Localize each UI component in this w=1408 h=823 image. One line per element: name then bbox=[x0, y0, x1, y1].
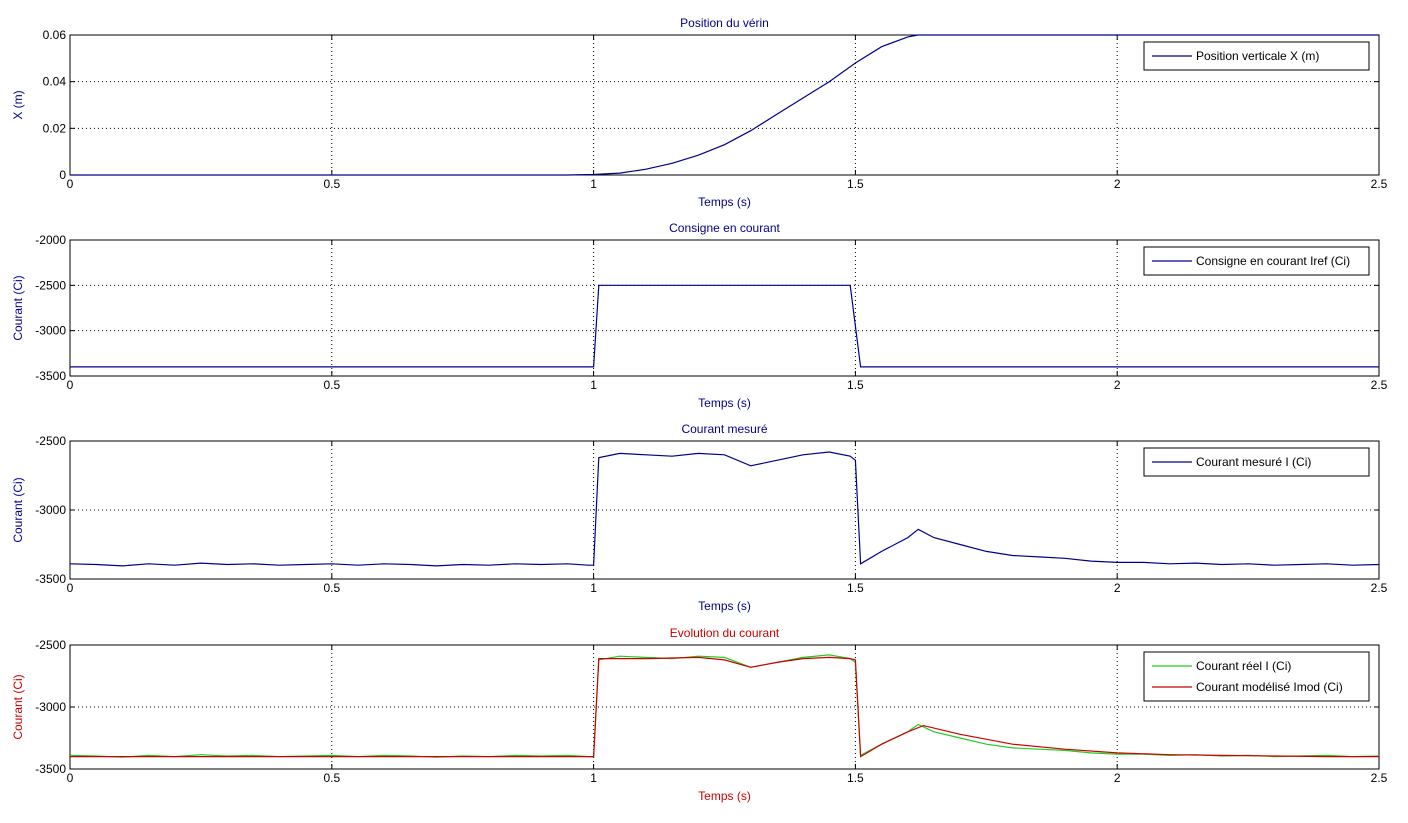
y-tick-label: -2500 bbox=[35, 278, 66, 292]
y-tick-label: 0 bbox=[59, 168, 66, 182]
x-tick-label: 2.5 bbox=[1371, 771, 1388, 785]
series-line-1 bbox=[70, 284, 1379, 368]
x-tick-label: 0 bbox=[67, 378, 74, 392]
legend-label: Courant réel I (Ci) bbox=[1196, 659, 1291, 673]
x-tick-label: 0.5 bbox=[323, 771, 340, 785]
y-tick-label: -3500 bbox=[35, 369, 66, 383]
x-tick-label: 0 bbox=[67, 177, 74, 191]
x-tick-label: 0.5 bbox=[323, 378, 340, 392]
series-line-1 bbox=[69, 451, 1380, 567]
x-tick-label: 2 bbox=[1114, 581, 1121, 595]
x-axis-label: Temps (s) bbox=[698, 789, 751, 803]
x-tick-label: 2.5 bbox=[1371, 177, 1388, 191]
y-tick-label: -3500 bbox=[35, 572, 66, 586]
y-tick-label: -3000 bbox=[35, 700, 66, 714]
y-axis-label: Courant (Ci) bbox=[11, 674, 25, 739]
subplot-2: 0 0.5 1 1.5 2 2.5 -3500 -3000 -2500 -2000 Consigne… bbox=[11, 221, 1388, 410]
chart-title: Position du vérin bbox=[680, 16, 769, 30]
y-tick-label: -3000 bbox=[35, 324, 66, 338]
x-tick-label: 1 bbox=[590, 581, 597, 595]
x-tick-label: 2 bbox=[1114, 177, 1121, 191]
x-tick-label: 0.5 bbox=[323, 581, 340, 595]
x-tick-label: 1.5 bbox=[847, 378, 864, 392]
x-tick-label: 2.5 bbox=[1371, 378, 1388, 392]
legend-label: Courant mesuré I (Ci) bbox=[1196, 455, 1311, 469]
legend-label: Courant modélisé Imod (Ci) bbox=[1196, 680, 1343, 694]
x-tick-label: 0 bbox=[67, 581, 74, 595]
y-tick-label: -2000 bbox=[35, 233, 66, 247]
legend-label: Consigne en courant Iref (Ci) bbox=[1196, 254, 1350, 268]
x-tick-label: 1 bbox=[590, 378, 597, 392]
chart-title: Courant mesuré bbox=[681, 422, 767, 436]
subplot-1: 0 0.5 1 1.5 2 2.5 0 0.02 0.04 0.06 Position du vér… bbox=[11, 16, 1388, 209]
y-tick-label: 0.04 bbox=[43, 75, 67, 89]
x-tick-label: 1.5 bbox=[847, 177, 864, 191]
y-axis-label: Courant (Ci) bbox=[11, 275, 25, 340]
x-tick-label: 1.5 bbox=[847, 771, 864, 785]
x-tick-label: 1 bbox=[590, 771, 597, 785]
chart-title: Evolution du courant bbox=[670, 626, 780, 640]
y-tick-label: -2500 bbox=[35, 638, 66, 652]
x-axis-label: Temps (s) bbox=[698, 396, 751, 410]
series-line-1 bbox=[70, 34, 1379, 176]
x-tick-label: 2.5 bbox=[1371, 581, 1388, 595]
series-line-2 bbox=[70, 656, 1379, 758]
legend: Consigne en courant Iref (Ci) bbox=[1143, 246, 1370, 276]
x-tick-label: 1.5 bbox=[847, 581, 864, 595]
y-tick-label: -2500 bbox=[35, 434, 66, 448]
subplot-4: 0 0.5 1 1.5 2 2.5 -3500 -3000 -2500 Evolution du … bbox=[11, 626, 1388, 803]
y-tick-label: 0.02 bbox=[43, 121, 67, 135]
y-tick-label: 0.06 bbox=[43, 28, 67, 42]
subplot-3: 0 0.5 1 1.5 2 2.5 -3500 -3000 -2500 Courant mesur… bbox=[11, 422, 1388, 613]
x-axis-label: Temps (s) bbox=[698, 599, 751, 613]
legend: Courant mesuré I (Ci) bbox=[1143, 447, 1370, 477]
x-tick-label: 0.5 bbox=[323, 177, 340, 191]
x-axis-label: Temps (s) bbox=[698, 195, 751, 209]
legend: Position verticale X (m) bbox=[1143, 41, 1370, 71]
y-axis-label: Courant (Ci) bbox=[11, 477, 25, 542]
legend-label: Position verticale X (m) bbox=[1196, 49, 1319, 63]
x-tick-label: 0 bbox=[67, 771, 74, 785]
chart-title: Consigne en courant bbox=[669, 221, 780, 235]
x-tick-label: 2 bbox=[1114, 378, 1121, 392]
y-axis-label: X (m) bbox=[11, 90, 25, 119]
legend-box bbox=[1143, 651, 1370, 702]
y-tick-label: -3000 bbox=[35, 503, 66, 517]
y-tick-label: -3500 bbox=[35, 762, 66, 776]
x-tick-label: 2 bbox=[1114, 771, 1121, 785]
x-tick-label: 1 bbox=[590, 177, 597, 191]
legend: Courant réel I (Ci) Courant modélisé Imod… bbox=[1143, 651, 1370, 702]
